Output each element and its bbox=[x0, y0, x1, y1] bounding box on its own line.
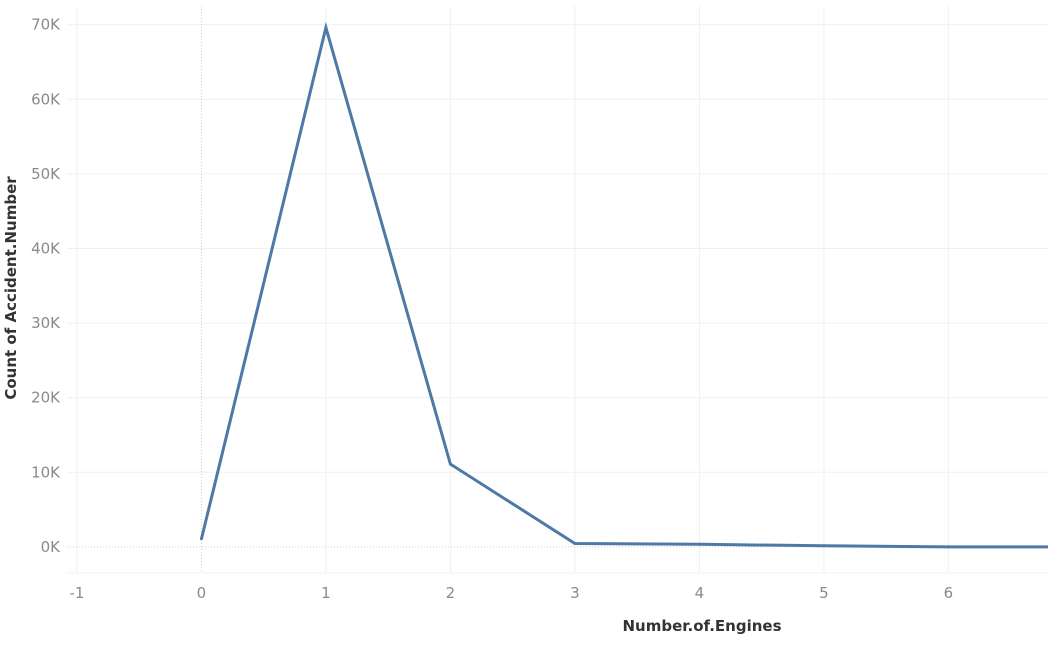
x-axis-title: Number.of.Engines bbox=[622, 617, 781, 635]
x-tick-label: -1 bbox=[69, 584, 84, 602]
x-tick-label: 5 bbox=[819, 584, 829, 602]
y-tick-label: 70K bbox=[31, 16, 61, 34]
data-point bbox=[199, 537, 203, 541]
y-tick-label: 60K bbox=[31, 90, 61, 108]
x-tick-label: 2 bbox=[446, 584, 456, 602]
y-tick-label: 30K bbox=[31, 314, 61, 332]
y-tick-label: 20K bbox=[31, 389, 61, 407]
data-point bbox=[573, 542, 577, 546]
y-axis-ticks: 0K 10K 20K 30K 40K 50K 60K 70K bbox=[31, 16, 61, 556]
data-point bbox=[697, 542, 701, 546]
data-point bbox=[448, 462, 452, 466]
x-tick-label: 4 bbox=[695, 584, 705, 602]
data-point bbox=[822, 544, 826, 548]
grid-lines bbox=[67, 6, 1048, 574]
x-axis-ticks: -1 0 1 2 3 4 5 6 bbox=[69, 584, 953, 602]
x-tick-label: 1 bbox=[321, 584, 331, 602]
x-tick-label: 6 bbox=[944, 584, 954, 602]
y-tick-label: 40K bbox=[31, 239, 61, 257]
y-tick-label: 10K bbox=[31, 463, 61, 481]
x-tick-label: 3 bbox=[570, 584, 580, 602]
series-line bbox=[200, 21, 1048, 549]
data-point bbox=[324, 26, 328, 30]
y-tick-label: 50K bbox=[31, 165, 61, 183]
y-axis-title: Count of Accident.Number bbox=[2, 176, 20, 400]
y-tick-label: 0K bbox=[41, 538, 62, 556]
data-point bbox=[946, 545, 950, 549]
x-tick-label: 0 bbox=[197, 584, 207, 602]
series-layer bbox=[199, 21, 1048, 549]
